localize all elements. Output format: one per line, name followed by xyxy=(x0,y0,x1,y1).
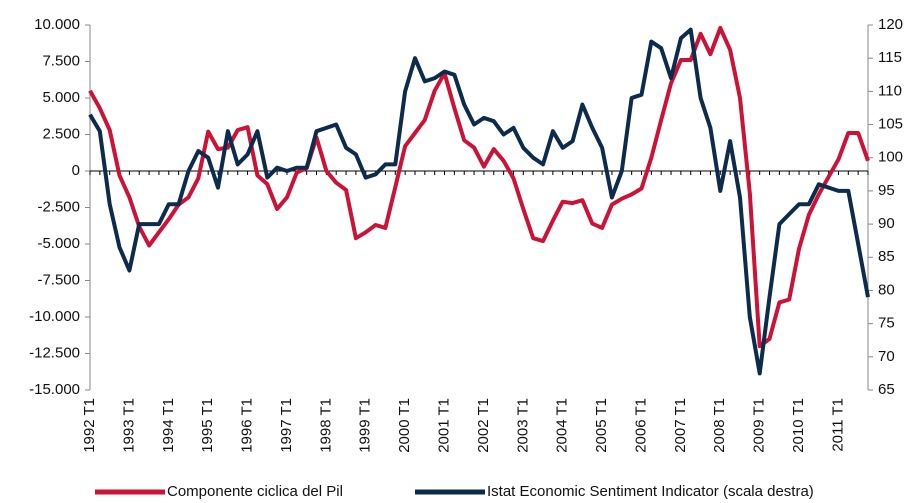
y2-tick-label: 90 xyxy=(878,215,895,232)
y2-tick-label: 105 xyxy=(878,116,903,133)
x-tick-label: 2004 T1 xyxy=(554,398,571,453)
y-tick-label: 7.500 xyxy=(42,52,80,69)
y2-tick-label: 110 xyxy=(878,82,902,99)
y-tick-label: -10.000 xyxy=(29,308,80,325)
series-line xyxy=(88,25,870,349)
y2-tick-label: 115 xyxy=(878,49,902,66)
x-tick-label: 1993 T1 xyxy=(120,398,137,453)
y-tick-label: -15.000 xyxy=(29,381,80,398)
x-tick-label: 2006 T1 xyxy=(632,398,649,453)
x-tick-label: 2003 T1 xyxy=(514,398,531,453)
x-tick-label: 1995 T1 xyxy=(199,398,216,453)
x-tick-label: 2002 T1 xyxy=(475,398,492,453)
x-tick-label: 2010 T1 xyxy=(790,398,807,453)
series-line xyxy=(88,27,870,376)
x-tick-label: 2000 T1 xyxy=(396,398,413,453)
x-tick-label: 1992 T1 xyxy=(81,398,98,453)
y2-tick-label: 120 xyxy=(878,16,903,33)
x-tick-label: 1998 T1 xyxy=(317,398,334,453)
y-tick-label: 5.000 xyxy=(42,89,80,106)
y-tick-label: -2.500 xyxy=(37,198,80,215)
x-tick-label: 1997 T1 xyxy=(278,398,295,453)
y-tick-label: 10.000 xyxy=(34,16,80,33)
x-tick-label: 2007 T1 xyxy=(672,398,689,453)
legend-label: Istat Economic Sentiment Indicator (scal… xyxy=(487,483,814,500)
y2-tick-label: 70 xyxy=(878,348,895,365)
x-tick-label: 2008 T1 xyxy=(711,398,728,453)
y-tick-label: -5.000 xyxy=(37,235,80,252)
y-tick-label: 0 xyxy=(72,162,80,179)
legend-label: Componente ciclica del Pil xyxy=(167,483,343,500)
y2-tick-label: 75 xyxy=(878,315,895,332)
y2-tick-label: 100 xyxy=(878,149,903,166)
x-tick-label: 1996 T1 xyxy=(239,398,256,453)
x-tick-label: 2005 T1 xyxy=(593,398,610,453)
x-tick-label: 2009 T1 xyxy=(751,398,768,453)
x-tick-label: 1999 T1 xyxy=(357,398,374,453)
y-tick-label: -7.500 xyxy=(37,271,80,288)
y2-tick-label: 65 xyxy=(878,381,895,398)
y2-tick-label: 80 xyxy=(878,281,895,298)
y2-tick-label: 95 xyxy=(878,182,895,199)
y-tick-label: -12.500 xyxy=(29,344,80,361)
y2-tick-label: 85 xyxy=(878,248,895,265)
x-tick-label: 1994 T1 xyxy=(160,398,177,453)
x-tick-label: 2001 T1 xyxy=(436,398,453,453)
x-tick-label: 2011 T1 xyxy=(829,398,846,452)
y-tick-label: 2.500 xyxy=(42,125,80,142)
